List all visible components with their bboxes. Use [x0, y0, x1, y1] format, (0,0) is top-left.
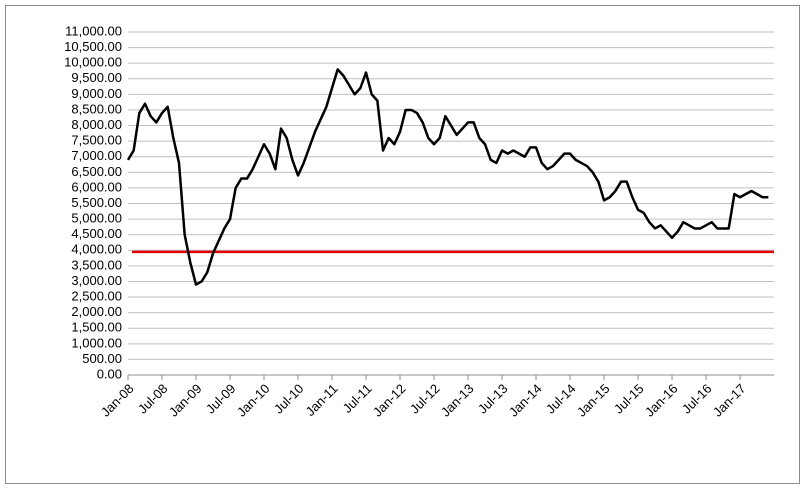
- y-tick-label: 500.00: [82, 351, 122, 366]
- y-tick-label: 2,500.00: [71, 288, 122, 303]
- y-tick-label: 5,000.00: [71, 211, 122, 226]
- y-tick-label: 3,500.00: [71, 257, 122, 272]
- y-tick-label: 8,500.00: [71, 101, 122, 116]
- y-tick-label: 4,000.00: [71, 242, 122, 257]
- y-tick-label: 5,500.00: [71, 195, 122, 210]
- y-tick-label: 7,000.00: [71, 148, 122, 163]
- y-tick-label: 0.00: [97, 366, 122, 381]
- y-tick-label: 9,000.00: [71, 86, 122, 101]
- y-tick-label: 8,000.00: [71, 117, 122, 132]
- y-tick-label: 9,500.00: [71, 70, 122, 85]
- chart-frame: [5, 5, 800, 484]
- line-series: [126, 68, 769, 286]
- y-tick-label: 6,500.00: [71, 164, 122, 179]
- y-tick-label: 3,000.00: [71, 273, 122, 288]
- y-tick-label: 2,000.00: [71, 304, 122, 319]
- y-tick-label: 1,000.00: [71, 335, 122, 350]
- y-tick-label: 7,500.00: [71, 133, 122, 148]
- y-tick-label: 1,500.00: [71, 320, 122, 335]
- y-tick-label: 6,000.00: [71, 179, 122, 194]
- y-tick-label: 11,000.00: [65, 23, 122, 38]
- y-tick-label: 10,000.00: [64, 55, 122, 70]
- y-tick-label: 4,500.00: [71, 226, 122, 241]
- y-tick-label: 10,500.00: [64, 39, 122, 54]
